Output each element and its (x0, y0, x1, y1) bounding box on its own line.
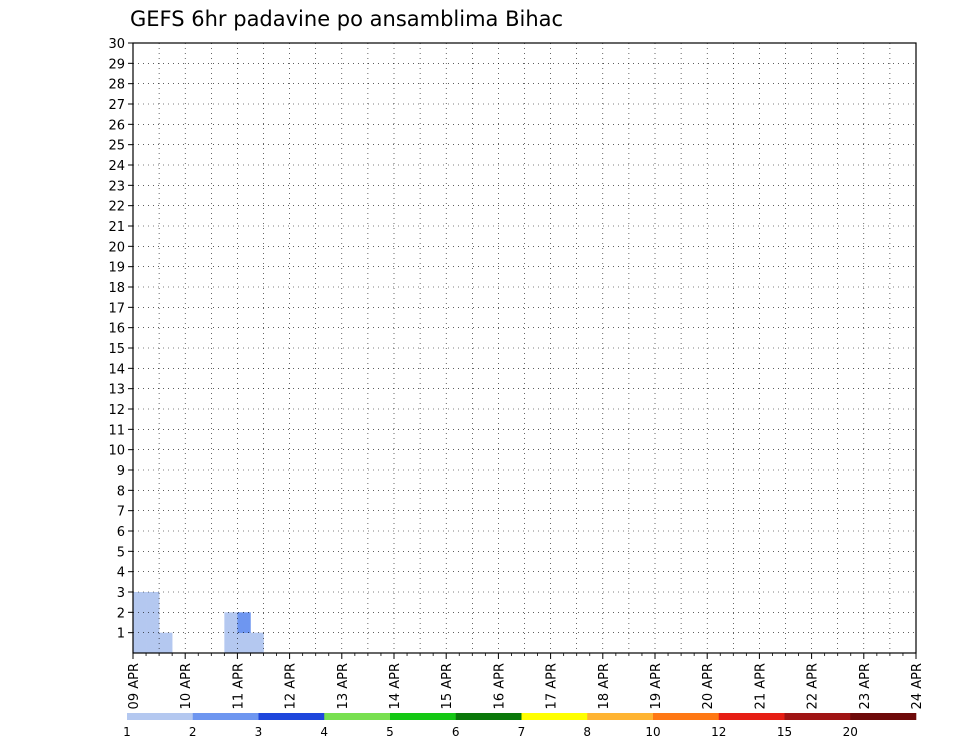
y-tick-label: 17 (108, 301, 125, 316)
x-tick-label: 17 APR (545, 663, 560, 709)
heatmap-cell (133, 632, 147, 654)
legend-label: 15 (777, 725, 792, 739)
y-tick-label: 7 (117, 505, 125, 520)
y-tick-label: 28 (108, 78, 125, 93)
chart-title: GEFS 6hr padavine po ansamblima Bihac (130, 7, 563, 31)
y-tick-label: 29 (108, 57, 125, 72)
y-tick-label: 20 (108, 240, 125, 255)
legend-label: 2 (189, 725, 197, 739)
y-tick-label: 10 (108, 444, 125, 459)
legend-swatch (718, 713, 785, 720)
legend-label: 20 (843, 725, 858, 739)
x-tick-label: 24 APR (910, 663, 925, 709)
legend-swatch (587, 713, 654, 720)
legend-label: 12 (711, 725, 726, 739)
y-tick-label: 8 (117, 484, 125, 499)
legend-swatch (258, 713, 325, 720)
y-tick-label: 23 (108, 179, 125, 194)
x-tick-label: 11 APR (231, 663, 246, 709)
y-tick-label: 11 (108, 423, 125, 438)
legend-swatch (521, 713, 588, 720)
y-tick-label: 4 (117, 566, 125, 581)
x-tick-label: 15 APR (440, 663, 455, 709)
legend-label: 1 (123, 725, 131, 739)
legend-label: 8 (583, 725, 591, 739)
heatmap-cell (133, 592, 147, 613)
legend-swatch (127, 713, 194, 720)
x-tick-label: 22 APR (806, 663, 821, 709)
y-tick-label: 9 (117, 464, 125, 479)
heatmap-cell (237, 612, 251, 633)
y-tick-label: 5 (117, 545, 125, 560)
x-tick-label: 10 APR (179, 663, 194, 709)
y-tick-label: 13 (108, 383, 125, 398)
x-axis: 09 APR 10 APR 11 APR 12 APR 13 APR 14 APR 15 A… (127, 653, 925, 709)
legend-swatch (390, 713, 457, 720)
x-tick-label: 16 APR (492, 663, 507, 709)
y-tick-label: 25 (108, 139, 125, 154)
y-axis: 1234567891011121314151617181920212223242… (108, 37, 133, 642)
legend-swatch (455, 713, 522, 720)
y-tick-label: 16 (108, 322, 125, 337)
x-tick-label: 19 APR (649, 663, 664, 709)
y-tick-label: 14 (108, 362, 125, 377)
heatmap-cell (146, 632, 160, 654)
legend-label: 4 (320, 725, 328, 739)
legend-swatch (850, 713, 917, 720)
x-tick-label: 18 APR (597, 663, 612, 709)
heatmap-cell (237, 632, 251, 654)
legend-swatch (192, 713, 259, 720)
x-tick-label: 23 APR (858, 663, 873, 709)
y-tick-label: 15 (108, 342, 125, 357)
heatmap-cell (250, 632, 264, 654)
y-tick-label: 30 (108, 37, 125, 52)
y-tick-label: 6 (117, 525, 125, 540)
heatmap-cell (133, 612, 147, 633)
legend-swatch (324, 713, 391, 720)
x-tick-label: 12 APR (284, 663, 299, 709)
y-tick-label: 19 (108, 261, 125, 276)
y-tick-label: 12 (108, 403, 125, 418)
legend-label: 7 (518, 725, 526, 739)
y-tick-label: 18 (108, 281, 125, 296)
y-tick-label: 1 (117, 627, 125, 642)
grid-lines (133, 43, 916, 653)
heatmap-cell (146, 592, 160, 613)
y-tick-label: 27 (108, 98, 125, 113)
heatmap-cell (159, 632, 173, 654)
legend-label: 3 (255, 725, 263, 739)
x-tick-label: 13 APR (336, 663, 351, 709)
y-tick-label: 24 (108, 159, 125, 174)
heatmap-cells (133, 592, 264, 654)
y-tick-label: 22 (108, 200, 125, 215)
x-tick-label: 14 APR (388, 663, 403, 709)
legend-label: 5 (386, 725, 394, 739)
legend-swatch (653, 713, 720, 720)
heatmap-cell (224, 632, 238, 654)
y-tick-label: 21 (108, 220, 125, 235)
legend-label: 10 (645, 725, 660, 739)
y-tick-label: 26 (108, 118, 125, 133)
heatmap-cell (224, 612, 238, 633)
color-legend: 1 2 3 4 5 6 7 8 10 12 15 20 (123, 713, 917, 739)
y-tick-label: 3 (117, 586, 125, 601)
x-tick-label: 09 APR (127, 663, 142, 709)
x-tick-label: 21 APR (753, 663, 768, 709)
legend-label: 6 (452, 725, 460, 739)
y-tick-label: 2 (117, 606, 125, 621)
legend-swatch (784, 713, 851, 720)
x-tick-label: 20 APR (701, 663, 716, 709)
heatmap-cell (146, 612, 160, 633)
